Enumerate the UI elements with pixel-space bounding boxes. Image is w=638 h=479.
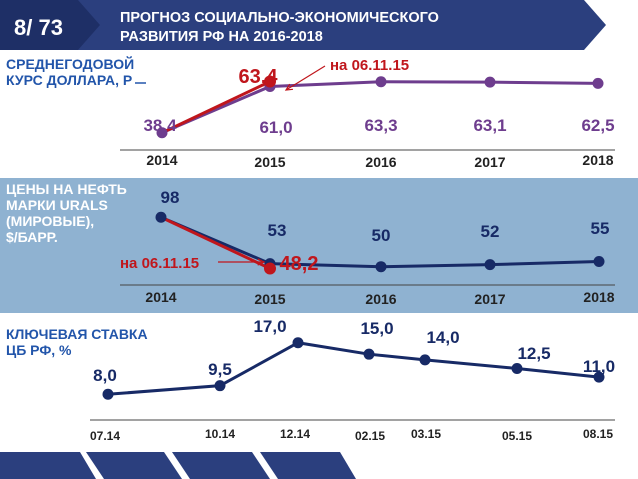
oil-price-axis-tick-label: 2014 <box>145 289 176 305</box>
oil-price-value-label: 98 <box>161 188 180 207</box>
oil-price-forecast-point <box>593 256 605 268</box>
dollar-rate-forecast-point <box>484 76 496 88</box>
dollar-rate-forecast-point <box>156 127 168 139</box>
oil-price-axis-tick-label: 2018 <box>583 289 614 305</box>
oil-price-value-label: 53 <box>268 221 287 240</box>
footer-chevron-4 <box>260 452 356 479</box>
oil-price-title-line: $/БАРР. <box>6 229 58 245</box>
key-rate-axis-tick-label: 08.15 <box>583 427 613 441</box>
oil-price-annotation: на 06.11.15 <box>120 255 199 272</box>
key-rate-axis-tick-label: 02.15 <box>355 429 385 443</box>
key-rate-title-line: КЛЮЧЕВАЯ СТАВКА <box>6 326 148 342</box>
oil-price-axis-tick-label: 2017 <box>474 291 505 307</box>
dollar-rate-actual-line <box>161 80 271 135</box>
footer-chevron-1 <box>0 452 96 479</box>
footer-chevron-2 <box>86 452 182 479</box>
dollar-rate-axis-tick-label: 2015 <box>254 154 285 170</box>
oil-price-forecast-point <box>484 259 496 271</box>
dollar-rate-title-line: КУРС ДОЛЛАРА, Р <box>6 72 132 88</box>
key-rate-point <box>419 354 431 366</box>
dollar-rate-actual-point <box>264 75 276 88</box>
oil-price-forecast-point <box>375 261 387 273</box>
key-rate-point <box>511 363 523 374</box>
oil-price-value-label: 50 <box>372 226 391 245</box>
oil-price-axis-tick-label: 2016 <box>365 291 396 307</box>
oil-price-value-label: 52 <box>481 222 500 241</box>
oil-price-actual-value-label: 48,2 <box>280 253 319 275</box>
dollar-rate-value-label: 63,3 <box>364 116 397 135</box>
key-rate-value-label: 11,0 <box>583 357 615 376</box>
dollar-rate-value-label: 63,1 <box>473 116 506 135</box>
key-rate-value-label: 8,0 <box>93 366 117 385</box>
key-rate-point <box>292 337 304 349</box>
key-rate-axis-tick-label: 07.14 <box>90 429 120 443</box>
dollar-rate-value-label: 61,0 <box>259 118 292 137</box>
oil-price-axis-tick-label: 2015 <box>254 291 285 307</box>
key-rate-point <box>214 380 226 392</box>
dollar-rate-forecast-point <box>592 77 604 89</box>
dollar-rate-forecast-point <box>375 76 387 88</box>
key-rate-point <box>363 348 375 360</box>
oil-price-actual-line <box>160 215 271 270</box>
dollar-rate-actual-value-label: 63,4 <box>239 66 279 88</box>
key-rate-axis-tick-label: 10.14 <box>205 427 235 441</box>
title-line-2: РАЗВИТИЯ РФ НА 2016-2018 <box>120 29 323 45</box>
dollar-rate-value-label: 62,5 <box>581 116 614 135</box>
key-rate-value-label: 14,0 <box>426 328 459 347</box>
oil-price-title-line: ЦЕНЫ НА НЕФТЬ <box>6 181 127 197</box>
key-rate-axis-tick-label: 03.15 <box>411 427 441 441</box>
key-rate-axis-tick-label: 12.14 <box>280 427 310 441</box>
title-line-1: ПРОГНОЗ СОЦИАЛЬНО-ЭКОНОМИЧЕСКОГО <box>120 10 439 26</box>
key-rate-value-label: 17,0 <box>253 317 286 336</box>
dollar-rate-annotation: на 06.11.15 <box>330 57 409 74</box>
footer-chevron-3 <box>172 452 270 479</box>
dollar-rate-annotation-arrow <box>285 65 326 91</box>
key-rate-point <box>593 371 605 383</box>
dollar-rate-value-label: 38,4 <box>143 116 177 135</box>
key-rate-value-label: 15,0 <box>360 319 393 338</box>
key-rate-value-label: 12,5 <box>517 344 550 363</box>
oil-price-actual-point <box>264 262 276 275</box>
header-bar <box>0 0 606 50</box>
dollar-rate-title-line: СРЕДНЕГОДОВОЙ <box>6 55 134 72</box>
dollar-rate-axis-tick-label: 2017 <box>474 154 505 170</box>
oil-price-value-label: 55 <box>591 219 610 238</box>
oil-price-forecast-point <box>155 211 167 223</box>
key-rate-point <box>102 388 114 400</box>
dollar-rate-axis-tick-label: 2014 <box>146 152 177 168</box>
dollar-rate-annotation-arrowhead <box>284 83 294 91</box>
oil-price-title-line: (МИРОВЫЕ), <box>6 213 94 229</box>
oil-price-annotation-arrowhead <box>257 258 266 266</box>
oil-band <box>0 178 638 313</box>
header-number-chevron <box>0 0 100 50</box>
dollar-rate-axis-tick-label: 2016 <box>365 154 396 170</box>
key-rate-title-line: ЦБ РФ, % <box>6 342 72 358</box>
dollar-rate-axis-tick-label: 2018 <box>582 152 613 168</box>
slide-number: 8/ 73 <box>14 15 63 40</box>
oil-price-title-line: МАРКИ URALS <box>6 197 108 213</box>
key-rate-axis-tick-label: 05.15 <box>502 429 532 443</box>
key-rate-value-label: 9,5 <box>208 360 232 379</box>
